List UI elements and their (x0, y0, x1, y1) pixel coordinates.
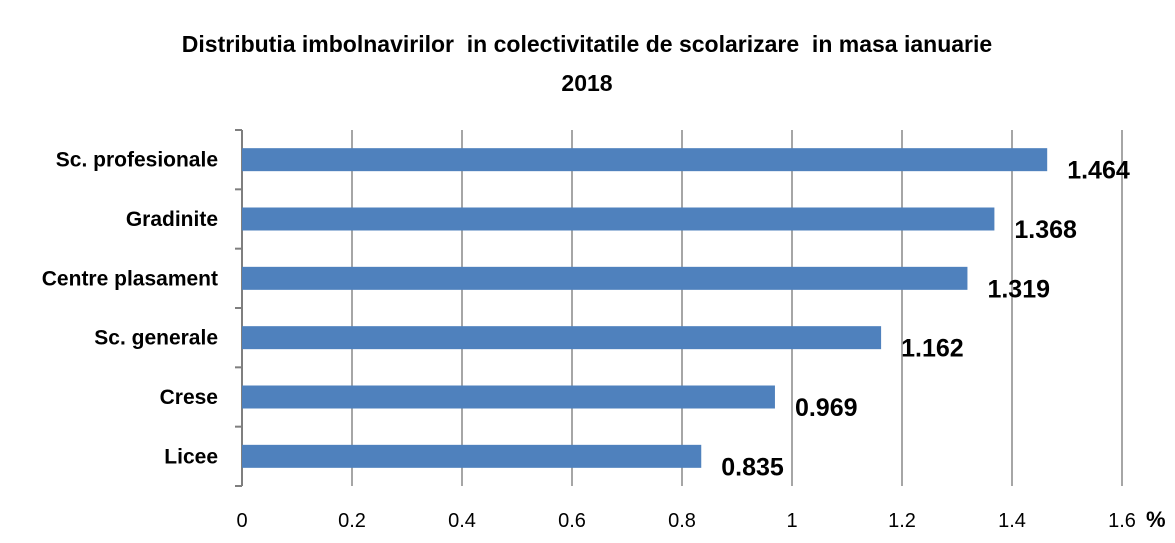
axes (235, 129, 243, 487)
bar (242, 326, 882, 350)
x-tick-label: 0.8 (668, 510, 696, 532)
x-tick-label: 1.6 (1108, 510, 1136, 532)
data-label: 0.969 (795, 394, 858, 422)
data-label: 1.162 (901, 335, 964, 363)
x-tick-label: 0.4 (448, 510, 476, 532)
bar (242, 385, 775, 409)
x-tick-labels: 0 0.2 0.4 0.6 0.8 1 1.2 1.4 1.6 (236, 510, 1135, 532)
category-label: Gradinite (126, 208, 218, 231)
gridlines (351, 130, 1123, 486)
data-label: 0.835 (721, 453, 784, 481)
bar (242, 266, 968, 290)
chart-title-line2: 2018 (561, 70, 612, 96)
data-label: 1.368 (1014, 216, 1077, 244)
category-labels: Sc. profesionale Gradinite Centre plasamen… (42, 149, 218, 469)
x-unit-label: % (1146, 507, 1166, 532)
data-label: 1.319 (987, 275, 1050, 303)
x-tick-label: 0.2 (338, 510, 366, 532)
data-label: 1.464 (1067, 157, 1130, 185)
chart-title: Distributia imbolnavirilor in colectivit… (182, 31, 992, 57)
category-label: Licee (164, 445, 218, 468)
x-tick-label: 1.4 (998, 510, 1026, 532)
category-label: Sc. generale (94, 327, 218, 350)
x-tick-label: 1.2 (888, 510, 916, 532)
x-tick-label: 0 (236, 510, 247, 532)
bar (242, 148, 1048, 172)
bar (242, 207, 995, 231)
x-tick-label: 0.6 (558, 510, 586, 532)
bars (242, 148, 1048, 468)
category-label: Sc. profesionale (56, 149, 218, 172)
category-label: Centre plasament (42, 267, 218, 290)
bar (242, 444, 702, 468)
data-labels: 1.464 1.368 1.319 1.162 0.969 0.835 (721, 157, 1130, 482)
category-label: Crese (160, 386, 218, 409)
x-tick-label: 1 (786, 510, 797, 532)
